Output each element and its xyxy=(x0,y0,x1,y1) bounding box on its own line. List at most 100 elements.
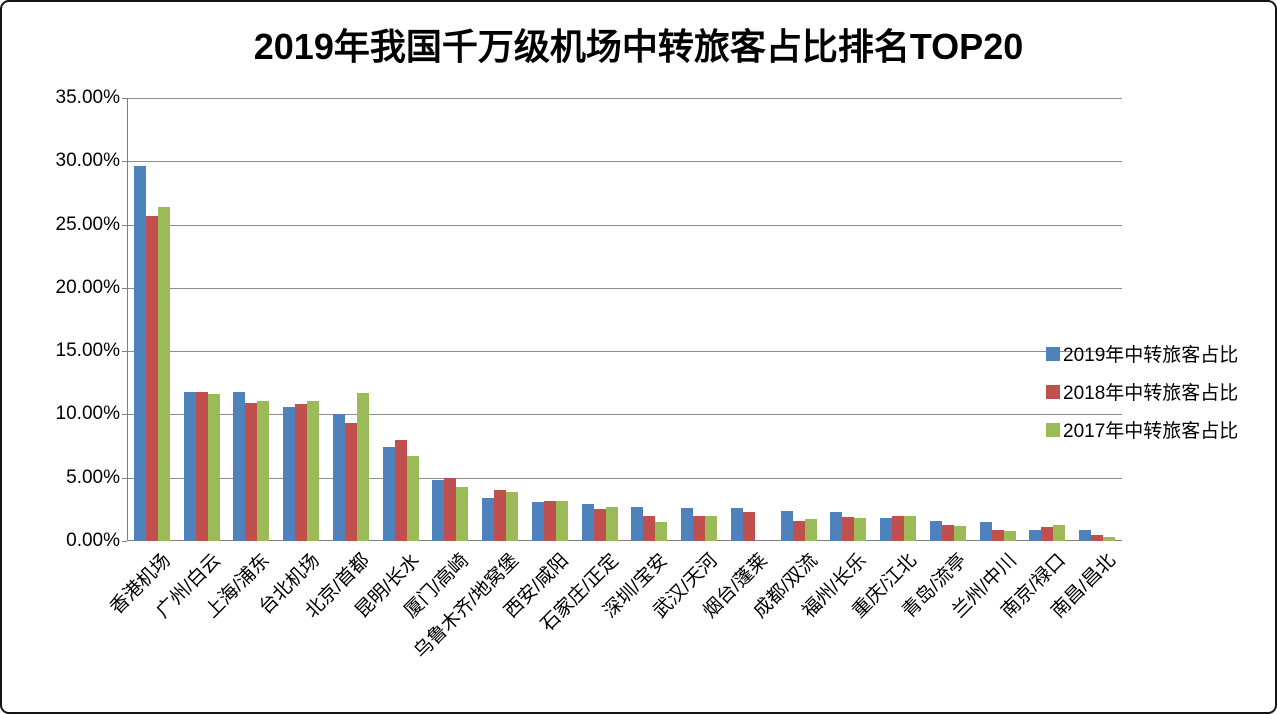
bar-group xyxy=(873,98,923,541)
gridline xyxy=(127,161,1122,163)
bar xyxy=(929,520,942,541)
bar xyxy=(444,477,457,541)
legend-marker xyxy=(1046,346,1060,361)
bar-groups xyxy=(127,98,1122,541)
y-axis-tick-label: 0.00% xyxy=(66,530,120,551)
y-axis-line xyxy=(127,98,128,541)
bar-group xyxy=(575,98,625,541)
bar xyxy=(953,525,966,541)
bar xyxy=(344,423,357,541)
bar xyxy=(643,515,656,541)
bar-group xyxy=(227,98,277,541)
y-axis-tick xyxy=(122,414,127,416)
bar xyxy=(245,403,258,541)
bar xyxy=(1091,534,1104,541)
bar xyxy=(581,504,594,541)
legend-marker xyxy=(1046,422,1060,437)
legend-label: 2017年中转旅客占比 xyxy=(1063,421,1239,442)
bar xyxy=(880,518,893,541)
legend-item: 2018年中转旅客占比 xyxy=(1046,381,1238,404)
gridline xyxy=(127,540,1122,541)
bar xyxy=(133,166,146,541)
bar xyxy=(854,518,867,541)
y-axis-tick-label: 25.00% xyxy=(55,213,120,235)
bar xyxy=(655,522,668,541)
bar xyxy=(631,506,644,541)
bar xyxy=(681,508,694,541)
y-axis-tick xyxy=(122,351,127,353)
bar xyxy=(705,515,718,541)
bar xyxy=(283,406,296,541)
bar-group xyxy=(276,98,326,541)
bar-group xyxy=(674,98,724,541)
bar xyxy=(482,497,495,541)
bar-group xyxy=(774,98,824,541)
bar xyxy=(904,515,917,541)
bar xyxy=(892,515,905,541)
bar xyxy=(456,486,469,541)
gridline xyxy=(127,98,1122,99)
bar xyxy=(1029,529,1042,541)
bar xyxy=(506,491,519,541)
y-axis-tick xyxy=(122,541,127,542)
gridline xyxy=(127,351,1122,353)
bar xyxy=(1003,530,1016,541)
bar xyxy=(195,391,208,541)
legend-item: 2017年中转旅客占比 xyxy=(1046,419,1239,442)
bar xyxy=(605,506,618,541)
bar xyxy=(1041,527,1054,541)
gridline xyxy=(127,287,1122,289)
bar-group xyxy=(625,98,675,541)
bar-group xyxy=(326,98,376,541)
y-axis-tick-label: 5.00% xyxy=(66,466,120,488)
bar xyxy=(804,519,817,541)
gridline xyxy=(127,414,1122,416)
bar xyxy=(941,524,954,541)
plot-area xyxy=(122,98,1122,542)
y-axis-tick-label: 10.00% xyxy=(55,403,120,425)
bar xyxy=(307,400,320,541)
bar xyxy=(531,501,544,541)
bar-group xyxy=(177,98,227,541)
bar xyxy=(792,520,805,541)
bar xyxy=(432,480,445,541)
bar xyxy=(555,500,568,541)
bar xyxy=(742,511,755,541)
bar xyxy=(991,529,1004,541)
y-axis-tick-label: 30.00% xyxy=(55,150,120,172)
bar xyxy=(394,439,407,541)
bar xyxy=(593,509,606,541)
bar-group xyxy=(1023,98,1073,541)
bar xyxy=(1103,537,1116,541)
y-axis-tick xyxy=(122,161,127,163)
y-axis-tick-label: 15.00% xyxy=(55,340,120,362)
bar xyxy=(332,414,345,541)
bar xyxy=(730,508,743,541)
bar-group xyxy=(923,98,973,541)
bar xyxy=(543,500,556,541)
chart-title: 2019年我国千万级机场中转旅客占比排名TOP20 xyxy=(253,26,1024,67)
bar xyxy=(257,400,270,541)
gridline xyxy=(127,477,1122,479)
bar xyxy=(1079,529,1092,541)
bar xyxy=(382,447,395,541)
legend-marker xyxy=(1046,384,1060,399)
y-axis-tick xyxy=(122,224,127,226)
bar xyxy=(233,391,246,541)
bar-group xyxy=(525,98,575,541)
bar-group xyxy=(127,98,177,541)
bar xyxy=(157,206,170,541)
bar xyxy=(830,511,843,541)
bar-group xyxy=(376,98,426,541)
y-axis-tick xyxy=(122,98,127,99)
gridline xyxy=(127,224,1122,226)
bar xyxy=(979,522,992,541)
bar xyxy=(295,404,308,541)
bar xyxy=(494,490,507,541)
bar xyxy=(207,394,220,541)
y-axis-tick xyxy=(122,477,127,479)
bar-group xyxy=(724,98,774,541)
bar-group xyxy=(475,98,525,541)
bar xyxy=(780,510,793,541)
